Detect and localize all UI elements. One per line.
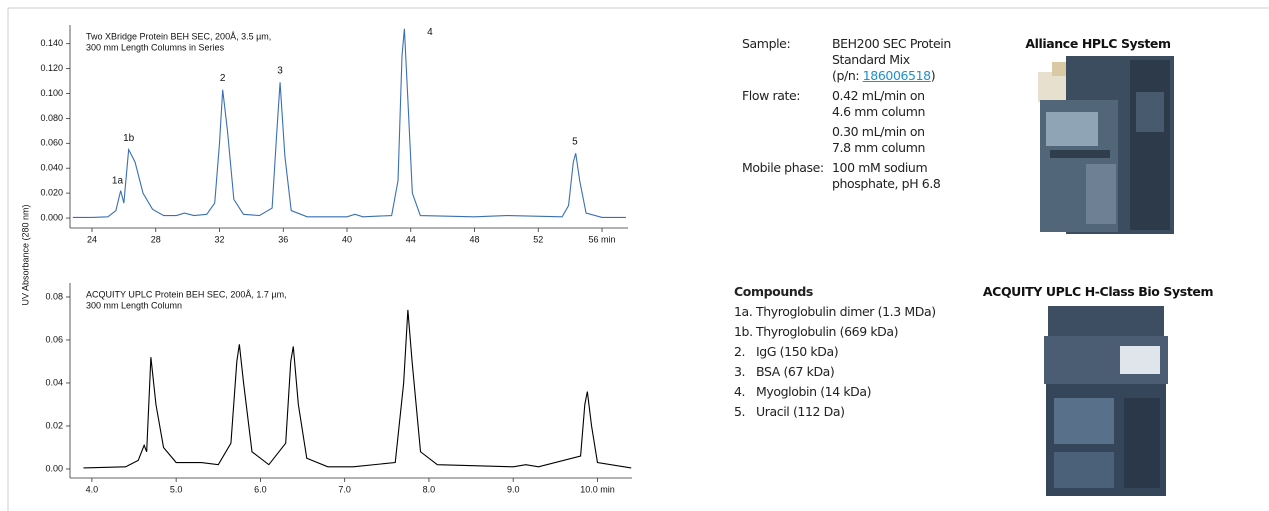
x-tick-label: 40 [342, 234, 352, 244]
condition-line: 100 mM sodium [832, 160, 928, 175]
x-tick-label: 9.0 [507, 484, 520, 494]
system-label: ACQUITY UPLC H-Class Bio System [982, 284, 1214, 299]
compound: 4. Myoglobin (14 kDa) [734, 384, 936, 400]
trace [72, 28, 626, 218]
peak-label: 5 [572, 137, 578, 148]
condition-value: BEH200 SEC Protein Standard Mix (p/n: 1860… [832, 36, 951, 84]
compound-number: 4. [734, 384, 746, 399]
x-tick-label: 56 min [589, 234, 616, 244]
y-tick-label: 0.100 [40, 88, 63, 98]
conditions: Sample: BEH200 SEC Protein Standard Mix (p/… [742, 36, 951, 196]
condition-line: 0.30 mL/min on [832, 124, 925, 139]
x-tick-label: 24 [87, 234, 97, 244]
y-tick-label: 0.08 [45, 291, 63, 301]
condition-line: 7.8 mm column [832, 140, 925, 155]
condition-line: phosphate, pH 6.8 [832, 176, 941, 191]
condition-value: 100 mM sodium phosphate, pH 6.8 [832, 160, 941, 192]
x-tick-label: 6.0 [254, 484, 267, 494]
chart-title: 300 mm Length Columns in Series [86, 42, 225, 52]
part-number-prefix: (p/n: [832, 68, 863, 83]
peak-label: 1b [123, 133, 135, 144]
chart-title: ACQUITY UPLC Protein BEH SEC, 200Å, 1.7 … [86, 289, 287, 299]
alliance-image [1038, 56, 1174, 234]
part-number: (p/n: 186006518) [832, 68, 951, 84]
condition-line: 0.42 mL/min on [832, 88, 925, 103]
part-number-link[interactable]: 186006518 [862, 68, 931, 83]
compound-number: 1b. [734, 324, 753, 339]
trace [83, 309, 632, 469]
y-tick-label: 0.060 [40, 138, 63, 148]
compounds-title: Compounds [734, 284, 813, 299]
compound-name: Thyroglobulin (669 kDa) [756, 324, 899, 339]
x-tick-label: 8.0 [423, 484, 436, 494]
peak-label: 4 [427, 27, 433, 38]
compound-name: Myoglobin (14 kDa) [756, 384, 872, 399]
x-tick-label: 10.0 min [580, 484, 615, 494]
x-tick-label: 7.0 [338, 484, 351, 494]
chart-title: Two XBridge Protein BEH SEC, 200Å, 3.5 µ… [86, 31, 271, 41]
condition-label: Sample: [742, 36, 791, 51]
compound: 1a. Thyroglobulin dimer (1.3 MDa) [734, 304, 936, 320]
x-tick-label: 44 [406, 234, 416, 244]
y-tick-label: 0.080 [40, 113, 63, 123]
system-label: Alliance HPLC System [1025, 36, 1171, 51]
x-tick-label: 52 [533, 234, 543, 244]
compound-name: Uracil (112 Da) [756, 404, 845, 419]
compound: 3. BSA (67 kDa) [734, 364, 936, 380]
compounds: Compounds 1a. Thyroglobulin dimer (1.3 MD… [734, 284, 936, 424]
y-tick-label: 0.140 [40, 38, 63, 48]
x-tick-label: 36 [278, 234, 288, 244]
y-tick-label: 0.040 [40, 163, 63, 173]
condition-line: Standard Mix [832, 52, 910, 67]
part-number-suffix: ) [930, 68, 936, 83]
x-tick-label: 48 [470, 234, 480, 244]
chart-title: 300 mm Length Column [86, 300, 182, 310]
compound: 2. IgG (150 kDa) [734, 344, 936, 360]
condition-label: Mobile phase: [742, 160, 824, 175]
acquity-image [1044, 306, 1168, 496]
x-tick-label: 28 [151, 234, 161, 244]
compound: 5. Uracil (112 Da) [734, 404, 936, 420]
compound-list: 1a. Thyroglobulin dimer (1.3 MDa) 1b. Thyro… [734, 304, 936, 420]
condition-row: Mobile phase: 100 mM sodium phosphate, pH … [742, 160, 951, 192]
condition-line: BEH200 SEC Protein [832, 36, 951, 51]
condition-row: Sample: BEH200 SEC Protein Standard Mix (p/… [742, 36, 951, 84]
compound-name: IgG (150 kDa) [756, 344, 839, 359]
y-tick-label: 0.04 [45, 377, 63, 387]
condition-label: Flow rate: [742, 88, 801, 103]
peak-label: 2 [220, 73, 226, 84]
compound: 1b. Thyroglobulin (669 kDa) [734, 324, 936, 340]
y-tick-label: 0.020 [40, 188, 63, 198]
compound-number: 3. [734, 364, 746, 379]
condition-value: 0.42 mL/min on 4.6 mm column 0.30 mL/min o… [832, 88, 925, 156]
condition-line: 4.6 mm column [832, 104, 925, 119]
y-tick-label: 0.120 [40, 63, 63, 73]
x-tick-label: 5.0 [170, 484, 183, 494]
x-tick-label: 4.0 [86, 484, 99, 494]
compound-name: BSA (67 kDa) [756, 364, 835, 379]
condition-row: Flow rate: 0.42 mL/min on 4.6 mm column 0.3… [742, 88, 951, 156]
y-tick-label: 0.02 [45, 420, 63, 430]
compound-name: Thyroglobulin dimer (1.3 MDa) [756, 304, 936, 319]
y-axis-label: UV Absorbance (280 nm) [20, 204, 30, 305]
peak-label: 3 [277, 66, 283, 77]
y-tick-label: 0.000 [40, 212, 63, 222]
y-tick-label: 0.06 [45, 334, 63, 344]
y-tick-label: 0.00 [45, 463, 63, 473]
compound-number: 5. [734, 404, 746, 419]
peak-label: 1a [112, 175, 124, 186]
x-tick-label: 32 [214, 234, 224, 244]
compound-number: 2. [734, 344, 746, 359]
compound-number: 1a. [734, 304, 753, 319]
